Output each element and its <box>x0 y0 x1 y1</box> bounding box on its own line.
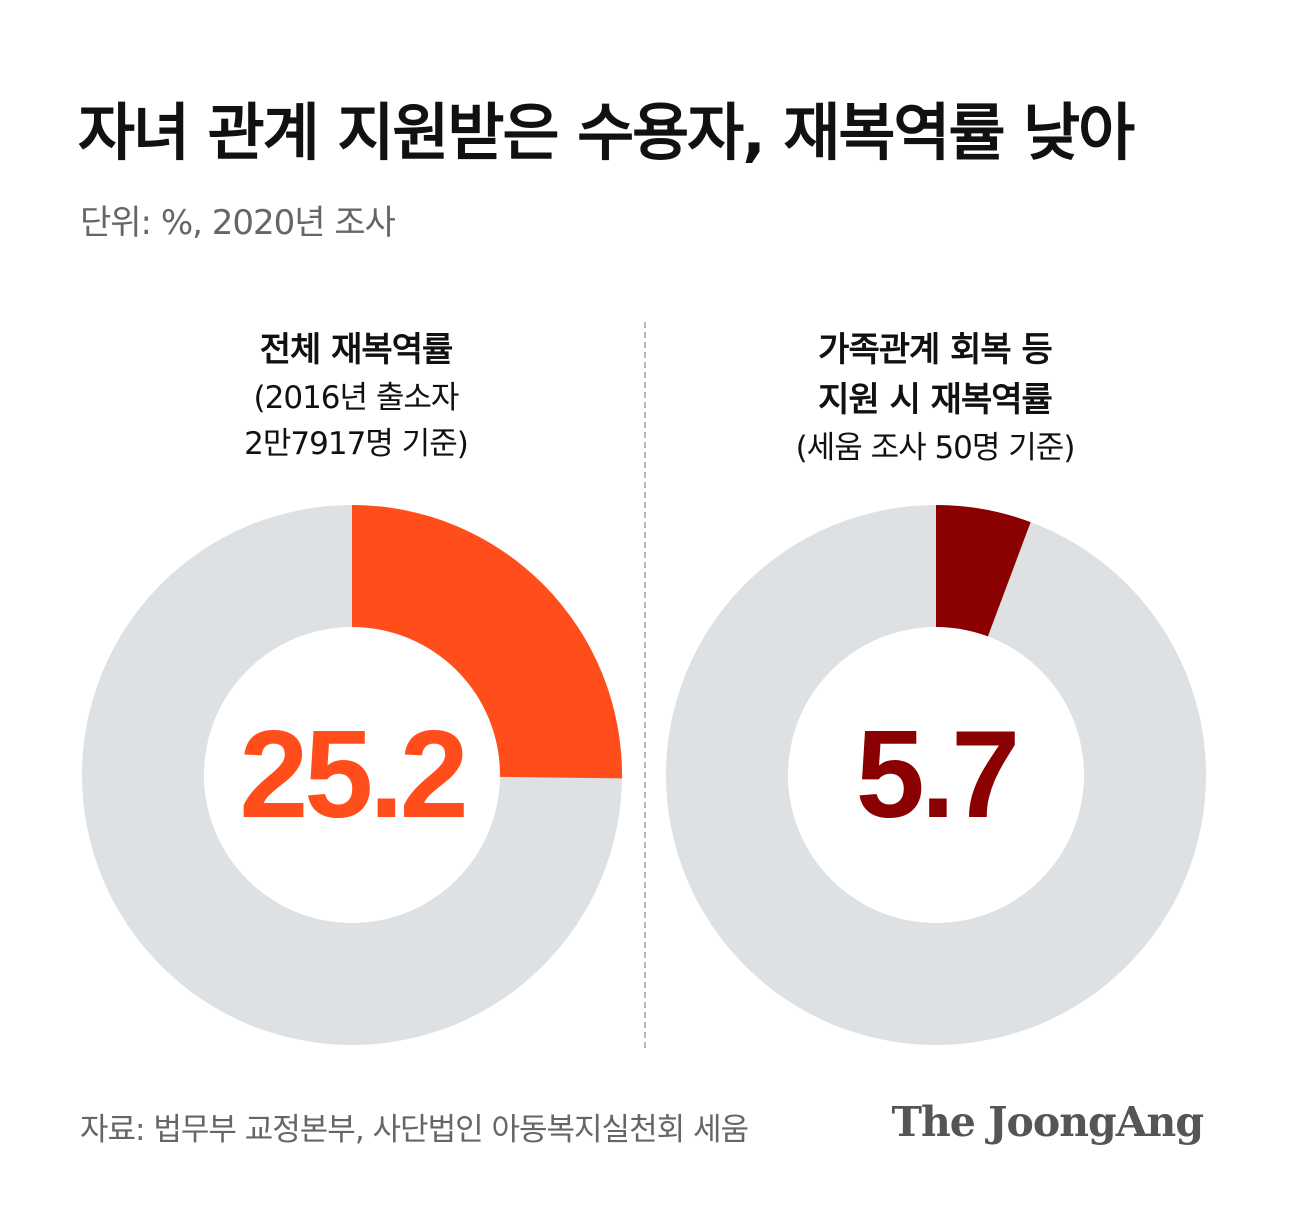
left-panel-header: 전체 재복역률 (2016년 출소자 2만7917명 기준) <box>76 325 636 467</box>
left-panel-note-line-2: 2만7917명 기준) <box>244 426 469 462</box>
right-panel-title-line-2: 지원 시 재복역률 <box>818 380 1053 420</box>
brand-logo: The JoongAng <box>891 1098 1204 1146</box>
right-panel-header: 가족관계 회복 등 지원 시 재복역률 (세움 조사 50명 기준) <box>655 325 1215 471</box>
panel-divider <box>644 322 646 1048</box>
right-donut-chart: 5.7 <box>666 505 1206 1045</box>
chart-title: 자녀 관계 지원받은 수용자, 재복역률 낮아 <box>78 96 1135 169</box>
left-panel-note-line-1: (2016년 출소자 <box>253 380 460 416</box>
right-panel-note: (세움 조사 50명 기준) <box>795 430 1076 466</box>
source-note: 자료: 법무부 교정본부, 사단법인 아동복지실천회 세움 <box>80 1112 749 1148</box>
right-donut-svg <box>666 505 1206 1045</box>
right-donut-hole <box>788 627 1084 923</box>
chart-subtitle: 단위: %, 2020년 조사 <box>80 203 396 243</box>
left-panel-title: 전체 재복역률 <box>259 330 454 370</box>
right-panel-title-line-1: 가족관계 회복 등 <box>818 330 1053 370</box>
left-donut-hole <box>204 627 500 923</box>
left-donut-svg <box>82 505 623 1045</box>
left-donut-chart: 25.2 <box>82 505 623 1045</box>
